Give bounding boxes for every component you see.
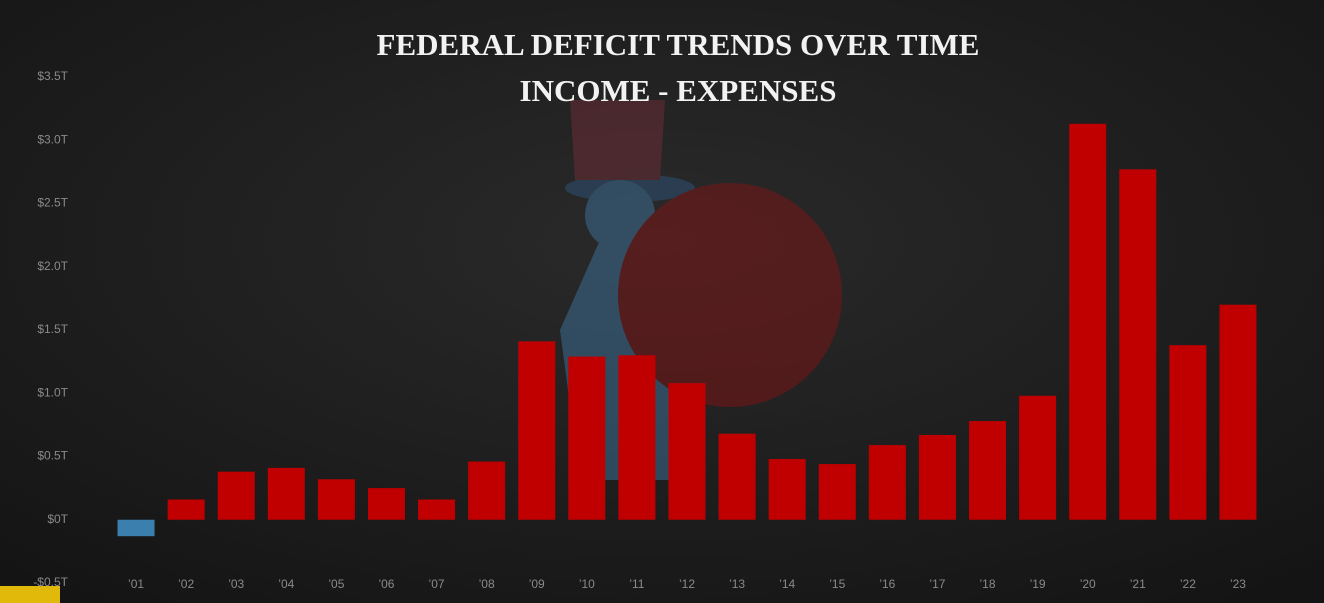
x-tick-label: ’02 [178, 577, 194, 591]
bar [518, 341, 556, 520]
bar [918, 434, 956, 520]
bar [668, 383, 706, 520]
bar [117, 519, 155, 537]
y-tick-label: $3.5T [37, 69, 68, 83]
y-tick-label: $2.0T [37, 259, 68, 273]
bar [217, 471, 255, 520]
x-tick-label: ’21 [1130, 577, 1146, 591]
x-tick-label: ’06 [378, 577, 394, 591]
x-tick-label: ’08 [479, 577, 495, 591]
x-tick-label: ’15 [829, 577, 845, 591]
x-tick-label: ’04 [278, 577, 294, 591]
bar [768, 459, 806, 520]
x-tick-label: ’05 [328, 577, 344, 591]
bar [1219, 304, 1257, 520]
x-tick-label: ’23 [1230, 577, 1246, 591]
bar [618, 355, 656, 520]
bar [1119, 169, 1157, 520]
x-tick-label: ’18 [980, 577, 996, 591]
bar [418, 499, 456, 520]
x-tick-label: ’13 [729, 577, 745, 591]
y-tick-label: $2.5T [37, 196, 68, 210]
bar [568, 356, 606, 520]
bar [969, 421, 1007, 520]
y-tick-label: $1.0T [37, 385, 68, 399]
bar [468, 461, 506, 520]
x-tick-label: ’17 [929, 577, 945, 591]
bar [1019, 395, 1057, 520]
chart-subtitle: INCOME - EXPENSES [520, 73, 837, 108]
bar [267, 467, 305, 520]
bar [818, 464, 856, 520]
y-tick-label: $0T [47, 512, 68, 526]
bar [367, 488, 405, 520]
x-tick-label: ’16 [879, 577, 895, 591]
y-tick-label: $1.5T [37, 322, 68, 336]
x-tick-label: ’01 [128, 577, 144, 591]
x-tick-label: ’10 [579, 577, 595, 591]
x-tick-label: ’12 [679, 577, 695, 591]
y-tick-label: $0.5T [37, 449, 68, 463]
corner-tab [0, 586, 60, 603]
y-tick-label: -$0.5T [33, 575, 68, 589]
bar [167, 499, 205, 520]
x-tick-label: ’11 [629, 577, 644, 591]
x-tick-label: ’03 [228, 577, 244, 591]
x-tick-label: ’14 [779, 577, 795, 591]
y-tick-label: $3.0T [37, 132, 68, 146]
x-tick-label: ’22 [1180, 577, 1196, 591]
bar [317, 479, 355, 520]
bar [718, 433, 756, 520]
x-tick-label: ’19 [1030, 577, 1046, 591]
x-tick-label: ’20 [1080, 577, 1096, 591]
chart-title: FEDERAL DEFICIT TRENDS OVER TIME [377, 27, 980, 62]
bar [1069, 123, 1107, 520]
bar [868, 445, 906, 520]
bar [1169, 345, 1207, 520]
x-tick-label: ’07 [429, 577, 445, 591]
x-tick-label: ’09 [529, 577, 545, 591]
